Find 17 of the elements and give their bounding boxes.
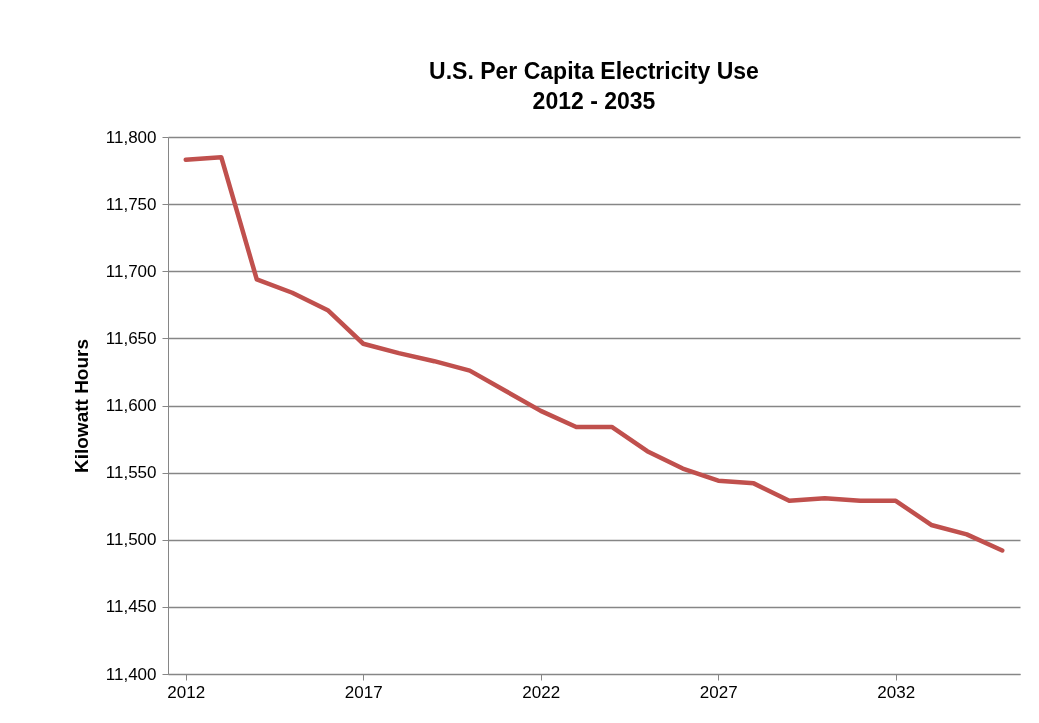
y-tick-label: 11,800 xyxy=(105,127,157,147)
y-tick-label: 11,500 xyxy=(105,530,157,550)
y-tick-label: 11,550 xyxy=(105,463,157,483)
y-axis-title: Kilowatt Hours xyxy=(70,338,92,474)
y-tick-label: 11,400 xyxy=(105,664,157,684)
y-tick-label: 11,600 xyxy=(105,396,157,415)
y-tick-label: 11,650 xyxy=(105,328,157,348)
chart-title: U.S. Per Capita Electricity Use 2012 - 2035 xyxy=(429,58,759,114)
x-tick-label: 2027 xyxy=(699,682,738,702)
x-tick-label: 2012 xyxy=(167,682,206,702)
y-tick-label: 11,450 xyxy=(105,597,157,617)
x-tick-label: 2017 xyxy=(344,682,383,702)
y-tick-label: 11,750 xyxy=(105,194,157,214)
x-tick-label: 2022 xyxy=(522,682,561,702)
y-tick-label: 11,700 xyxy=(105,261,157,281)
line-series xyxy=(183,154,1005,553)
x-tick-label: 2032 xyxy=(877,682,916,702)
